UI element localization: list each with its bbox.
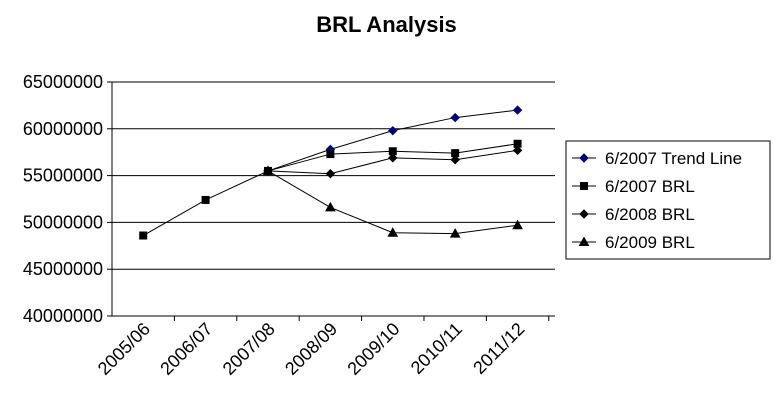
data-point: [512, 219, 523, 230]
legend-item: 6/2007 Trend Line: [572, 149, 742, 168]
data-point: [512, 145, 523, 156]
data-point: [325, 169, 336, 179]
series-3: [263, 145, 523, 179]
x-tick-label: 2010/11: [407, 319, 466, 378]
data-point: [325, 201, 336, 212]
data-point: [326, 150, 335, 159]
x-tick-label: 2007/08: [219, 319, 279, 379]
y-tick-label: 45000000: [23, 259, 103, 279]
legend-box: [565, 140, 771, 260]
data-point: [450, 154, 460, 165]
x-tick-label: 2008/09: [281, 319, 341, 379]
legend-item: 6/2009 BRL: [572, 233, 695, 252]
data-point: [388, 153, 398, 163]
data-point: [449, 228, 461, 238]
x-tick-label: 2011/12: [469, 319, 528, 378]
legend-item: 6/2008 BRL: [572, 205, 695, 224]
series-2: [139, 139, 522, 240]
data-point: [387, 227, 399, 237]
data-point: [139, 231, 148, 240]
data-point: [512, 105, 523, 115]
legend-item: 6/2007 BRL: [572, 177, 695, 196]
data-point: [388, 125, 398, 136]
y-tick-label: 60000000: [23, 119, 103, 139]
series-line: [267, 170, 518, 235]
x-tick-label: 2005/06: [94, 319, 154, 379]
y-tick-label: 40000000: [23, 306, 103, 326]
legend-label: 6/2007 BRL: [605, 177, 695, 196]
y-tick-label: 55000000: [23, 166, 103, 186]
legend-label: 6/2007 Trend Line: [605, 149, 742, 168]
x-tick-label: 2006/07: [156, 319, 216, 379]
chart-title: BRL Analysis: [316, 12, 457, 37]
series-1: [263, 105, 523, 176]
data-point: [201, 195, 210, 204]
axes: 40000000 45000000 50000000 55000000 60000000…: [23, 72, 555, 379]
y-tick-label: 65000000: [23, 72, 103, 92]
legend-label: 6/2009 BRL: [605, 233, 695, 252]
series-4: [262, 165, 523, 238]
data-point: [262, 165, 274, 175]
legend-label: 6/2008 BRL: [605, 205, 695, 224]
series-layer: [139, 105, 523, 240]
legend-marker: [578, 236, 590, 246]
legend-marker: [579, 209, 589, 219]
gridlines: [112, 81, 555, 270]
legend-marker: [580, 182, 588, 190]
legend-marker: [579, 153, 589, 163]
legend: 6/2007 Trend Line 6/2007 BRL 6/2008 BRL 6/2…: [565, 140, 771, 260]
y-tick-label: 50000000: [23, 212, 103, 232]
data-point: [450, 112, 460, 123]
x-tick-label: 2009/10: [343, 319, 403, 379]
